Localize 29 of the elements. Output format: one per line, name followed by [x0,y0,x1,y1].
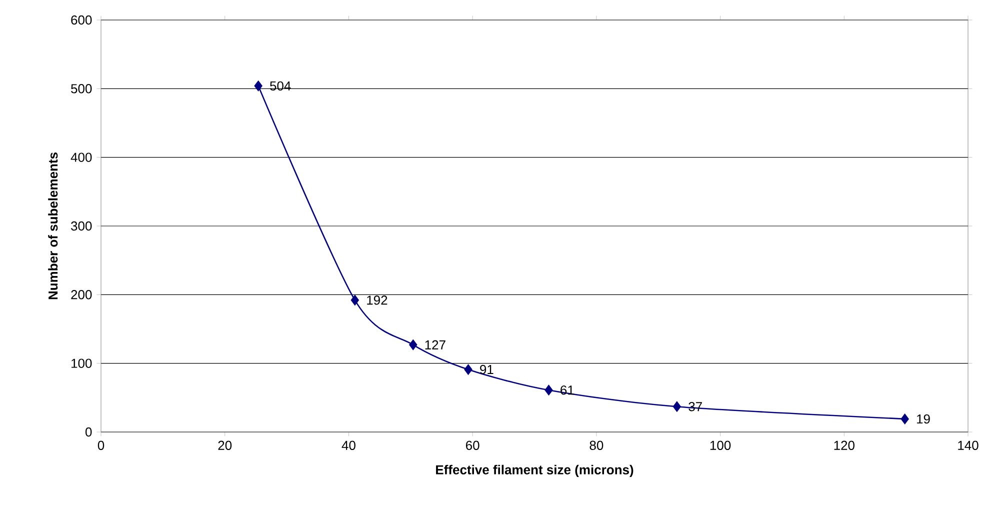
point [254,80,262,92]
data-label: 127 [425,340,446,350]
x-tick-label: 120 [834,440,854,450]
x-tick-label: 100 [710,440,731,450]
y-tick-label: 100 [72,358,92,368]
point [464,364,472,375]
point [409,340,418,350]
y-tick-label: 600 [71,15,92,25]
y-tick-label: 500 [71,84,92,94]
point [900,414,909,424]
data-label: 61 [560,386,574,395]
x-tick-label: 40 [342,440,356,450]
data-label: 91 [480,364,494,374]
point [672,401,681,412]
data-label: 19 [917,414,930,424]
y-tick-label: 300 [71,221,92,231]
x-tick-label: 80 [590,440,604,450]
x-axis-title: Effective filament size (microns) [436,464,634,477]
x-tick-label: 0 [98,440,104,450]
y-tick-label: 400 [70,152,92,162]
x-tick-label: 20 [218,440,232,450]
data-label: 192 [367,296,388,305]
x-tick-label: 140 [958,440,978,450]
point [544,384,553,396]
y-tick-label: 200 [71,290,92,300]
point [350,295,359,306]
x-tick-label: 60 [466,440,480,450]
y-tick-label: 0 [86,427,92,437]
y-axis-title: Number of subelements [48,152,58,300]
